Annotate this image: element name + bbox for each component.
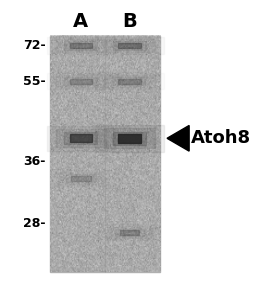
Bar (113, 132, 146, 145)
Bar (64, 77, 98, 85)
Bar (58, 172, 104, 184)
Bar (95, 125, 164, 151)
Bar (119, 134, 141, 143)
Bar (64, 41, 98, 50)
Bar (119, 79, 141, 84)
Bar (120, 230, 140, 235)
Polygon shape (167, 126, 189, 151)
Text: 72-: 72- (23, 39, 46, 52)
Bar (50, 36, 161, 272)
Bar (104, 39, 155, 52)
Bar (47, 37, 115, 54)
Bar (56, 129, 106, 147)
Bar (56, 75, 106, 87)
Bar (70, 134, 92, 142)
Text: B: B (122, 12, 137, 31)
Text: 36-: 36- (23, 155, 46, 168)
Bar (113, 77, 146, 85)
Bar (47, 73, 115, 89)
Bar (104, 75, 155, 87)
Bar (47, 126, 115, 151)
Text: 28-: 28- (23, 217, 46, 230)
Bar (104, 128, 155, 148)
Bar (70, 79, 92, 84)
Bar (70, 43, 92, 48)
Bar (71, 176, 91, 181)
Bar (95, 73, 164, 89)
Bar (107, 227, 152, 238)
Bar (113, 41, 146, 50)
Bar (50, 170, 112, 186)
Text: 55-: 55- (23, 75, 46, 88)
Bar (56, 39, 106, 52)
Text: A: A (73, 12, 89, 31)
Bar (66, 174, 96, 182)
Bar (115, 229, 144, 236)
Bar (99, 224, 160, 240)
Bar (95, 37, 164, 54)
Bar (119, 43, 141, 48)
Bar (64, 132, 98, 144)
Text: Atoh8: Atoh8 (191, 129, 251, 147)
